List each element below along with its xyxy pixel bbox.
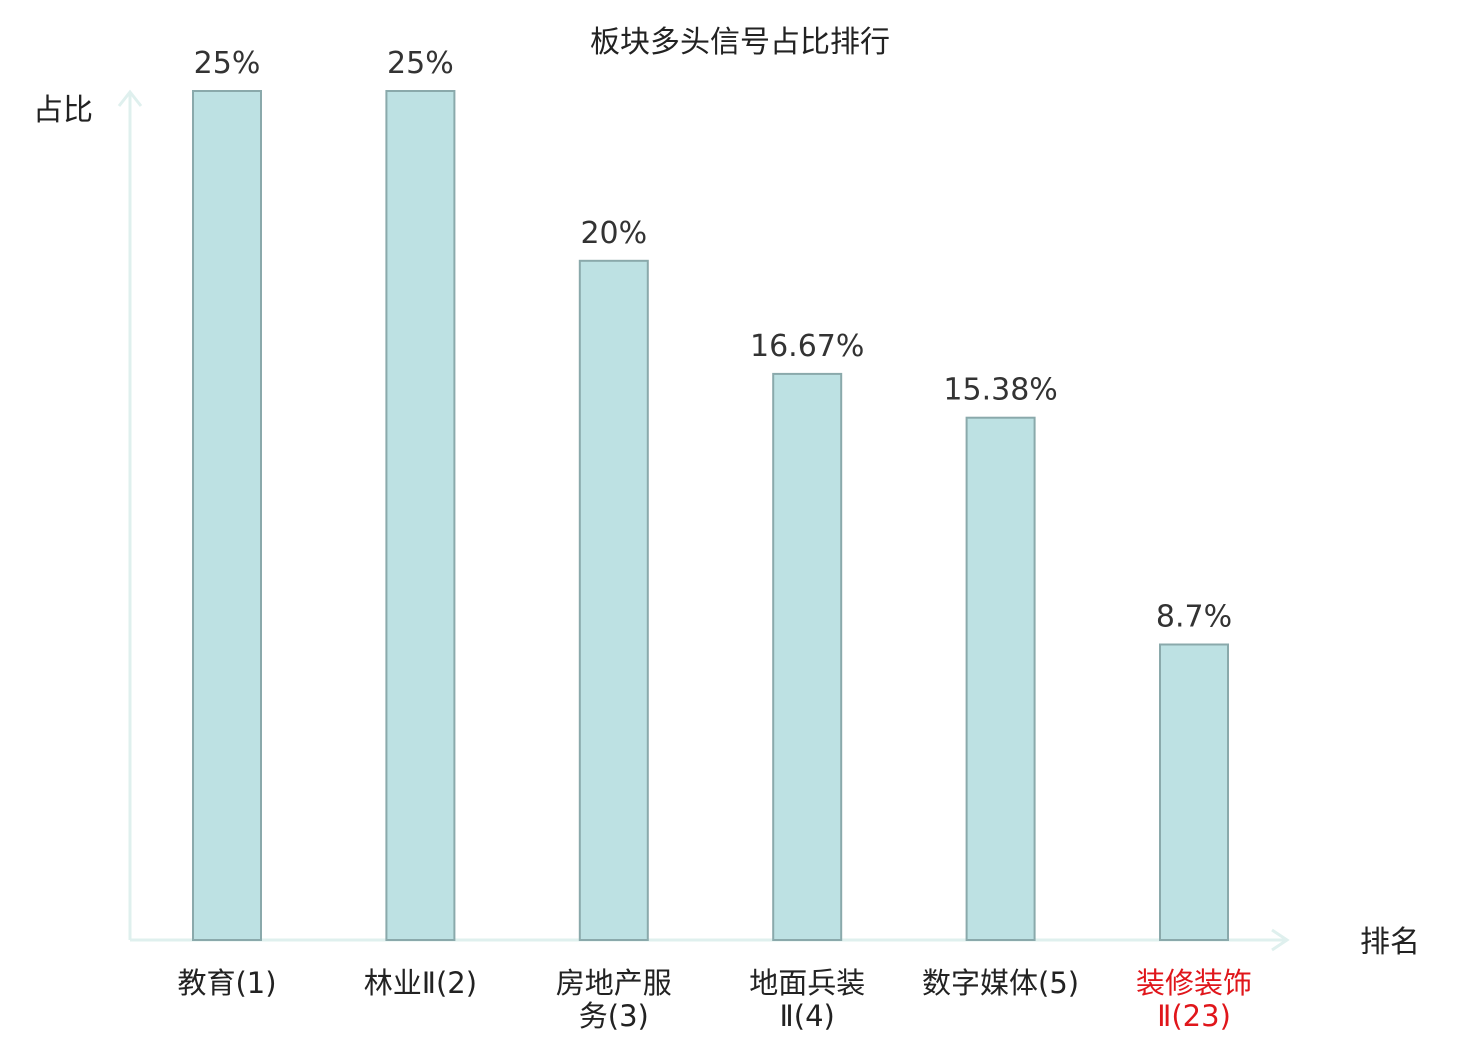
bar-0 bbox=[192, 90, 262, 941]
category-label-4-line-0: 数字媒体(5) bbox=[922, 966, 1079, 1000]
x-axis-arrow bbox=[1271, 928, 1290, 952]
value-label-2: 20% bbox=[580, 216, 647, 251]
x-axis-label: 排名 bbox=[1360, 925, 1420, 960]
category-label-3-line-1: Ⅱ(4) bbox=[780, 999, 835, 1033]
category-label-0: 教育(1) bbox=[177, 966, 276, 1000]
value-label-1: 25% bbox=[387, 46, 454, 81]
category-label-2-line-1: 务(3) bbox=[579, 999, 649, 1033]
category-label-1-line-0: 林业Ⅱ(2) bbox=[364, 966, 477, 1000]
bar-1 bbox=[385, 90, 456, 941]
bars bbox=[192, 90, 1229, 941]
y-axis-arrow bbox=[117, 89, 143, 107]
category-label-2-line-0: 房地产服 bbox=[556, 966, 672, 1000]
bar-5 bbox=[1159, 643, 1229, 941]
category-label-3: 地面兵装 Ⅱ(4) bbox=[749, 966, 865, 1033]
value-labels: 25% 25% 20% 16.67% 15.38% 8.7% bbox=[194, 46, 1232, 635]
category-label-4: 数字媒体(5) bbox=[922, 966, 1079, 1000]
bar-2 bbox=[578, 259, 649, 941]
category-label-5-line-0: 装修装饰 bbox=[1136, 966, 1252, 1000]
category-label-5-line-1: Ⅱ(23) bbox=[1157, 999, 1231, 1033]
value-label-4: 15.38% bbox=[943, 373, 1057, 408]
category-label-3-line-0: 地面兵装 bbox=[749, 966, 865, 1000]
y-axis-label: 占比 bbox=[33, 93, 93, 128]
category-label-2: 房地产服务(3) bbox=[556, 966, 672, 1033]
bar-3 bbox=[772, 372, 843, 941]
chart-title: 板块多头信号占比排行 bbox=[590, 25, 890, 60]
value-label-3: 16.67% bbox=[750, 329, 864, 364]
bar-4 bbox=[965, 416, 1036, 941]
category-label-0-line-0: 教育(1) bbox=[177, 966, 276, 1000]
category-labels: 教育(1) 林业Ⅱ(2) 房地产服务(3)地面兵装 Ⅱ(4)数字媒体(5) 装修装饰 Ⅱ(… bbox=[177, 966, 1252, 1033]
value-label-0: 25% bbox=[194, 46, 261, 81]
value-label-5: 8.7% bbox=[1156, 600, 1232, 635]
category-label-1: 林业Ⅱ(2) bbox=[364, 966, 477, 1000]
category-label-5: 装修装饰 Ⅱ(23) bbox=[1136, 966, 1252, 1033]
